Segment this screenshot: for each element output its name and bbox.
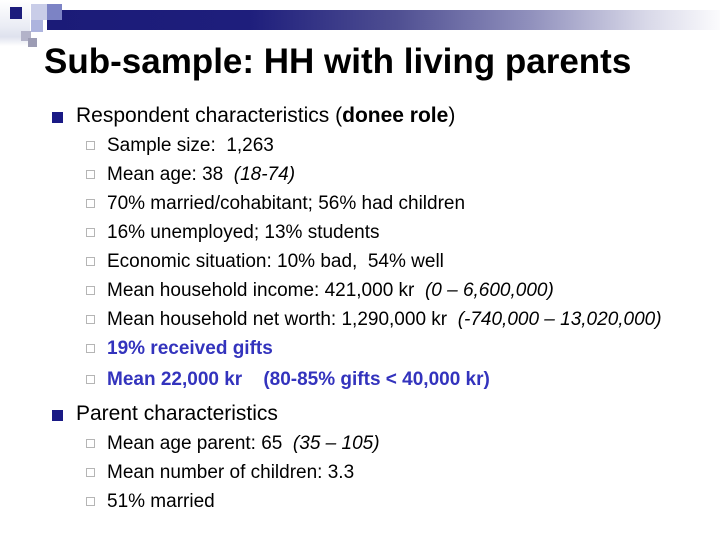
header-gradient-bar [47, 10, 720, 30]
list-item-text: Mean household income: 421,000 kr (0 – 6… [107, 280, 554, 301]
text-segment: Mean age: 38 [107, 164, 234, 185]
section-heading-text: Respondent characteristics (donee role) [76, 104, 455, 127]
hollow-square-bullet-icon [86, 170, 95, 179]
deco-square-darkgray-icon [28, 38, 37, 47]
slide-body: Respondent characteristics (donee role) S… [0, 101, 720, 516]
deco-square-periwinkle-icon [31, 20, 43, 32]
hollow-square-bullet-icon [86, 439, 95, 448]
filled-square-bullet-icon [52, 410, 63, 421]
deco-square-blue-icon [47, 4, 62, 20]
hollow-square-bullet-icon [86, 286, 95, 295]
list-item-text: Mean household net worth: 1,290,000 kr (… [107, 309, 662, 330]
section-heading-text: Parent characteristics [76, 402, 278, 425]
deco-square-navy-icon [10, 7, 22, 19]
list-item: Mean household income: 421,000 kr (0 – 6… [0, 276, 720, 305]
list-item-text: 51% married [107, 491, 215, 512]
text-segment: donee role [342, 104, 449, 127]
list-item-text: Mean 22,000 kr (80-85% gifts < 40,000 kr… [107, 369, 490, 390]
text-segment: (0 – 6,600,000) [424, 280, 554, 301]
list-item-text: Economic situation: 10% bad, 54% well [107, 251, 444, 272]
hollow-square-bullet-icon [86, 228, 95, 237]
hollow-square-bullet-icon [86, 468, 95, 477]
list-item: 51% married [0, 487, 720, 516]
hollow-square-bullet-icon [86, 141, 95, 150]
list-item: 70% married/cohabitant; 56% had children [0, 189, 720, 218]
text-segment: 16% unemployed; 13% students [107, 222, 380, 243]
text-segment: Mean 22,000 kr (80-85% gifts < 40,000 kr… [107, 369, 490, 390]
slide-title: Sub-sample: HH with living parents [44, 42, 632, 81]
hollow-square-bullet-icon [86, 315, 95, 324]
text-segment: Mean household income: 421,000 kr [107, 280, 425, 301]
list-item: Sample size: 1,263 [0, 131, 720, 160]
text-segment: (-740,000 – 13,020,000) [457, 309, 662, 330]
text-segment: Mean number of children: 3.3 [107, 462, 355, 483]
hollow-square-bullet-icon [86, 257, 95, 266]
text-segment: Mean age parent: 65 [107, 433, 293, 454]
text-segment: 70% married/cohabitant; 56% had children [107, 193, 466, 214]
deco-square-gray-icon [21, 31, 31, 41]
list-item-text: 19% received gifts [107, 338, 273, 359]
filled-square-bullet-icon [52, 112, 63, 123]
list-item: Mean household net worth: 1,290,000 kr (… [0, 305, 720, 334]
list-item-text: Mean number of children: 3.3 [107, 462, 354, 483]
section-heading: Respondent characteristics (donee role) [0, 101, 720, 131]
text-segment: (18-74) [233, 164, 296, 185]
list-item: 19% received gifts [0, 334, 720, 363]
text-segment: Economic situation: 10% bad, 54% well [107, 251, 444, 272]
list-item: Mean number of children: 3.3 [0, 458, 720, 487]
hollow-square-bullet-icon [86, 344, 95, 353]
text-segment: (35 – 105) [292, 433, 380, 454]
text-segment: 51% married [107, 491, 215, 512]
list-item: Mean age: 38 (18-74) [0, 160, 720, 189]
text-segment: Respondent characteristics ( [76, 104, 343, 127]
list-item-text: 70% married/cohabitant; 56% had children [107, 193, 465, 214]
text-segment: Mean household net worth: 1,290,000 kr [107, 309, 458, 330]
list-item: 16% unemployed; 13% students [0, 218, 720, 247]
list-item-text: Mean age: 38 (18-74) [107, 164, 295, 185]
list-item: Mean 22,000 kr (80-85% gifts < 40,000 kr… [0, 365, 720, 394]
text-segment: Parent characteristics [76, 402, 278, 425]
text-segment: 19% received gifts [107, 338, 273, 359]
list-item: Mean age parent: 65 (35 – 105) [0, 429, 720, 458]
deco-square-lavender-icon [31, 4, 47, 20]
section-heading: Parent characteristics [0, 399, 720, 429]
text-segment: Sample size: 1,263 [107, 135, 274, 156]
hollow-square-bullet-icon [86, 375, 95, 384]
text-segment: ) [448, 104, 456, 127]
list-item-text: 16% unemployed; 13% students [107, 222, 380, 243]
hollow-square-bullet-icon [86, 199, 95, 208]
hollow-square-bullet-icon [86, 497, 95, 506]
list-item: Economic situation: 10% bad, 54% well [0, 247, 720, 276]
list-item-text: Mean age parent: 65 (35 – 105) [107, 433, 380, 454]
list-item-text: Sample size: 1,263 [107, 135, 274, 156]
